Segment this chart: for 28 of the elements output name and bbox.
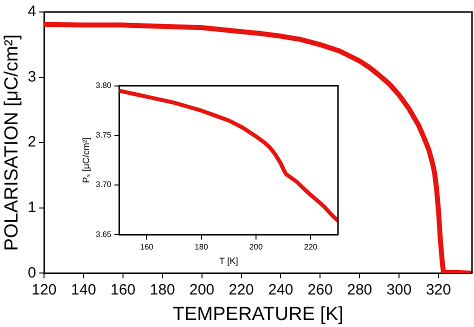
x-tick-label: 200: [189, 281, 214, 298]
x-tick-label: 220: [304, 242, 318, 252]
y-tick-label: 2: [28, 134, 36, 151]
x-axis-title: TEMPERATURE [K]: [172, 304, 344, 325]
x-tick-label: 280: [347, 281, 372, 298]
x-tick-label: 300: [386, 281, 412, 298]
y-tick-label: 3.70: [96, 180, 112, 190]
x-tick-label: 240: [268, 281, 294, 298]
x-tick-label: 180: [194, 242, 209, 252]
x-axis-title: T [K]: [219, 256, 238, 266]
x-tick-label: 160: [140, 242, 154, 252]
x-tick-label: 120: [32, 281, 57, 298]
x-tick-label: 200: [249, 242, 264, 252]
y-tick-label: 3.65: [96, 230, 112, 239]
y-tick-label: 4: [28, 3, 36, 20]
x-tick-label: 260: [308, 281, 333, 298]
y-axis-title: POLARISATION [μC/cm²]: [2, 34, 23, 251]
y-tick-label: 0: [28, 264, 36, 282]
x-tick-label: 140: [71, 281, 96, 298]
x-tick-label: 220: [228, 281, 254, 298]
x-tick-label: 320: [426, 281, 451, 298]
y-axis-title: Pₛ [μC/cm²]: [80, 137, 91, 184]
y-tick-label: 3: [28, 68, 36, 86]
y-tick-label: 3.75: [96, 130, 112, 140]
x-tick-label: 160: [110, 281, 136, 298]
y-tick-label: 1: [28, 199, 36, 216]
y-tick-label: 3.80: [96, 81, 112, 90]
x-tick-label: 180: [150, 281, 175, 298]
